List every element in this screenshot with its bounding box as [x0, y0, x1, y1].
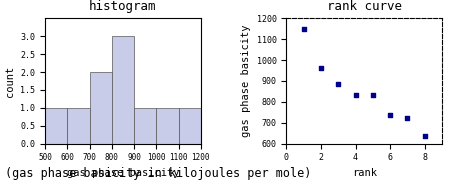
Bar [134, 108, 156, 144]
Point [352, 93, 359, 96]
Point [387, 114, 394, 117]
Bar [67, 108, 90, 144]
Bar [156, 108, 179, 144]
Point [369, 94, 377, 97]
Text: (gas phase basicity in kilojoules per mole): (gas phase basicity in kilojoules per mo… [5, 167, 311, 180]
Bar [45, 108, 67, 144]
Point [404, 117, 411, 120]
Point [335, 83, 342, 86]
Y-axis label: gas phase basicity: gas phase basicity [241, 25, 251, 137]
X-axis label: gas phase basicity: gas phase basicity [67, 168, 179, 178]
Y-axis label: count: count [5, 65, 15, 97]
Point [318, 67, 325, 70]
Bar [90, 72, 112, 144]
Title: rank curve: rank curve [327, 0, 402, 13]
X-axis label: rank: rank [352, 168, 377, 178]
Point [300, 27, 307, 30]
Bar [179, 108, 201, 144]
Title: histogram: histogram [89, 0, 156, 13]
Bar [112, 36, 134, 144]
Point [421, 135, 428, 138]
